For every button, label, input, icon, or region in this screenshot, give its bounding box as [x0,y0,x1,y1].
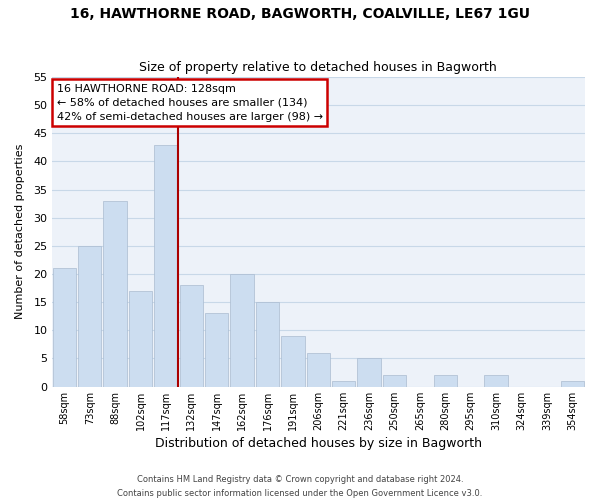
Bar [129,291,152,386]
Text: 16, HAWTHORNE ROAD, BAGWORTH, COALVILLE, LE67 1GU: 16, HAWTHORNE ROAD, BAGWORTH, COALVILLE,… [70,8,530,22]
Bar [256,302,279,386]
Bar [230,274,254,386]
Text: Contains HM Land Registry data © Crown copyright and database right 2024.
Contai: Contains HM Land Registry data © Crown c… [118,476,482,498]
Y-axis label: Number of detached properties: Number of detached properties [15,144,25,320]
Bar [358,358,381,386]
Bar [179,285,203,386]
Bar [53,268,76,386]
Bar [560,381,584,386]
Bar [154,144,178,386]
Bar [434,376,457,386]
X-axis label: Distribution of detached houses by size in Bagworth: Distribution of detached houses by size … [155,437,482,450]
Bar [332,381,355,386]
Bar [307,353,330,386]
Bar [78,246,101,386]
Bar [484,376,508,386]
Bar [205,314,229,386]
Bar [103,201,127,386]
Bar [383,376,406,386]
Title: Size of property relative to detached houses in Bagworth: Size of property relative to detached ho… [139,62,497,74]
Bar [281,336,305,386]
Text: 16 HAWTHORNE ROAD: 128sqm
← 58% of detached houses are smaller (134)
42% of semi: 16 HAWTHORNE ROAD: 128sqm ← 58% of detac… [57,84,323,122]
